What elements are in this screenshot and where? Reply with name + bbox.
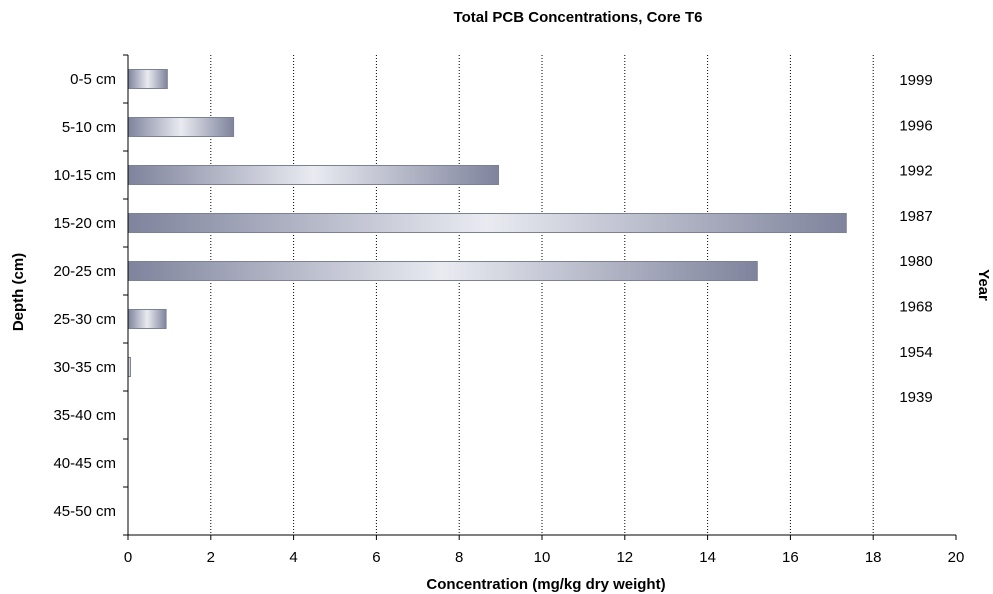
category-label: 15-20 cm [53,215,116,232]
category-labels: 0-5 cm 5-10 cm 10-15 cm 15-20 cm 20-25 cm 25-… [53,71,116,520]
bar-5-10-cm [128,118,234,137]
x-tick-label: 12 [616,549,633,566]
secondary-y-axis-title: Year [975,269,992,301]
year-labels: 1999 1996 1992 1987 1980 1968 1954 1939 [899,72,932,406]
category-label: 20-25 cm [53,263,116,280]
bars [128,70,846,377]
x-tick-label: 4 [289,549,297,566]
category-label: 25-30 cm [53,311,116,328]
year-label: 1987 [899,208,932,225]
bar-10-15-cm [128,166,499,185]
x-axis-title: Concentration (mg/kg dry weight) [426,576,665,593]
x-tick-label: 10 [534,549,551,566]
year-label: 1992 [899,163,932,180]
x-tick-label: 14 [699,549,716,566]
year-label: 1939 [899,389,932,406]
bar-25-30-cm [128,310,166,329]
axes [123,55,956,540]
x-tick-label: 2 [207,549,215,566]
year-label: 1954 [899,344,932,361]
grid-lines [211,55,873,535]
year-label: 1968 [899,299,932,316]
year-label: 1980 [899,253,932,270]
chart-title: Total PCB Concentrations, Core T6 [454,9,703,26]
category-label: 35-40 cm [53,407,116,424]
x-tick-label: 6 [372,549,380,566]
x-tick-label: 20 [948,549,965,566]
category-label: 0-5 cm [70,71,116,88]
y-axis-title: Depth (cm) [10,253,27,331]
category-label: 40-45 cm [53,455,116,472]
category-label: 10-15 cm [53,167,116,184]
x-tick-label: 0 [124,549,132,566]
year-label: 1996 [899,117,932,134]
x-tick-label: 8 [455,549,463,566]
year-label: 1999 [899,72,932,89]
bar-15-20-cm [128,214,846,233]
x-tick-label: 16 [782,549,799,566]
x-tick-label: 18 [865,549,882,566]
bar-0-5-cm [128,70,167,89]
category-label: 30-35 cm [53,359,116,376]
category-label: 45-50 cm [53,503,116,520]
x-tick-labels: 0 2 4 6 8 10 12 14 16 18 20 [124,549,965,566]
bar-20-25-cm [128,262,757,281]
category-label: 5-10 cm [62,119,116,136]
